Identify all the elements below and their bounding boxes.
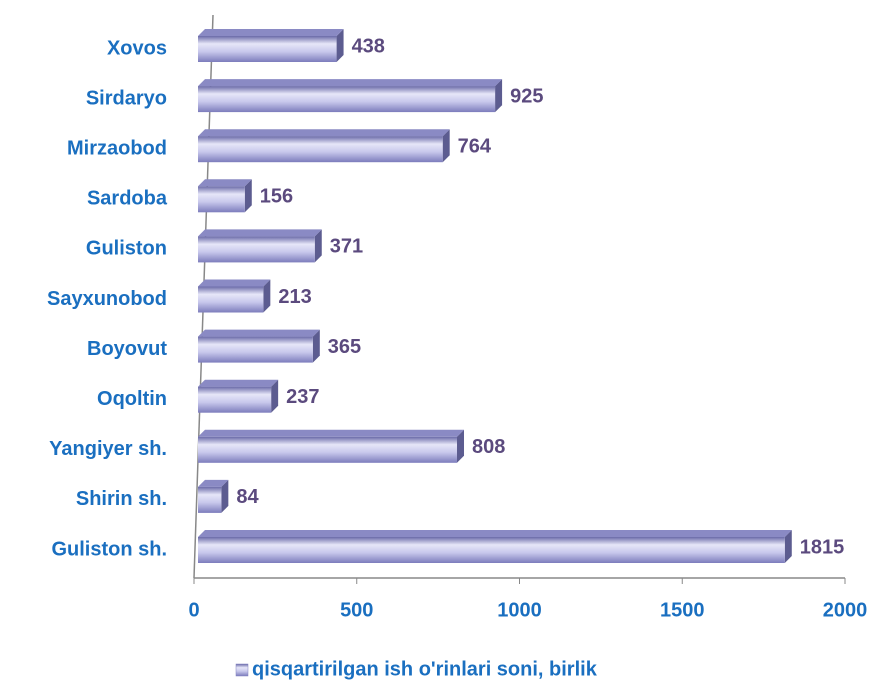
bar-side <box>312 329 320 363</box>
bar <box>198 436 458 463</box>
bar-top <box>198 379 279 387</box>
value-label: 925 <box>510 85 543 107</box>
bar <box>198 336 313 363</box>
bar-side <box>495 79 503 113</box>
category-label: Mirzaobod <box>67 137 167 159</box>
bar <box>198 86 496 113</box>
category-label: Yangiyer sh. <box>49 438 167 460</box>
value-label: 365 <box>328 336 361 358</box>
value-label: 213 <box>278 286 311 308</box>
bar-side <box>336 29 344 62</box>
x-tick-label: 1500 <box>660 599 705 621</box>
value-label: 371 <box>330 236 363 258</box>
x-tick-label: 500 <box>340 599 373 621</box>
category-label: Sayxunobod <box>47 288 167 310</box>
bar-side <box>442 129 450 163</box>
bar-side <box>784 530 792 563</box>
bar-top <box>198 329 320 337</box>
bar-top <box>198 129 450 137</box>
bar-top <box>198 530 792 537</box>
x-tick-label: 0 <box>188 599 199 621</box>
bar-top <box>198 79 503 87</box>
bar-top <box>198 229 322 237</box>
legend-swatch <box>235 663 249 677</box>
category-label: Oqoltin <box>97 388 167 410</box>
bar <box>198 36 337 62</box>
bar-top <box>198 179 252 187</box>
bar-side <box>457 429 465 463</box>
category-label: Shirin sh. <box>76 488 167 510</box>
bar <box>198 236 315 263</box>
category-label: Xovos <box>107 37 167 59</box>
value-label: 84 <box>236 486 259 508</box>
value-label: 156 <box>260 186 293 208</box>
bar-side <box>221 479 229 513</box>
bar <box>198 537 785 563</box>
category-label: Sardoba <box>87 188 168 210</box>
category-label: Boyovut <box>87 338 167 360</box>
category-label: Guliston <box>86 238 167 260</box>
bar-top <box>198 279 271 287</box>
bar-top <box>198 479 229 487</box>
x-tick-label: 1000 <box>497 599 542 621</box>
bar <box>198 136 443 163</box>
bar <box>198 486 222 513</box>
bar-top <box>198 29 344 36</box>
value-label: 438 <box>352 35 385 57</box>
bar <box>198 186 245 213</box>
value-label: 237 <box>286 386 319 408</box>
bar-side <box>244 179 252 213</box>
value-label: 764 <box>458 135 492 157</box>
bar <box>198 286 264 313</box>
bar-side <box>263 279 271 313</box>
bar-side <box>271 379 279 413</box>
category-label: Sirdaryo <box>86 87 167 109</box>
bar-side <box>314 229 322 263</box>
x-tick-label: 2000 <box>823 599 868 621</box>
category-label: Guliston sh. <box>51 538 167 560</box>
legend-label: qisqartirilgan ish o'rinlari soni, birli… <box>252 658 598 680</box>
value-label: 1815 <box>800 536 845 558</box>
value-label: 808 <box>472 436 505 458</box>
bar <box>198 386 272 413</box>
bar-top <box>198 429 465 437</box>
